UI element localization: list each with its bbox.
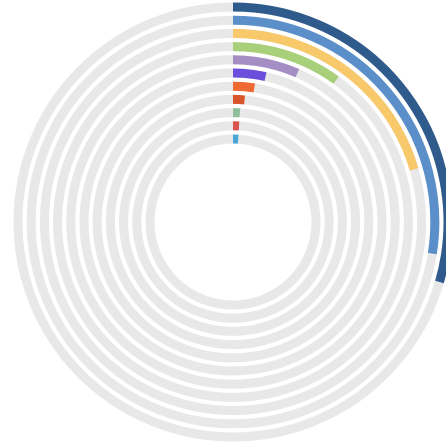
ring-track-6 xyxy=(79,68,387,376)
ring-track-10 xyxy=(132,121,334,323)
ring-track-9 xyxy=(119,108,347,336)
ring-bar-2 xyxy=(232,15,440,255)
ring-bar-6 xyxy=(232,68,267,81)
ring-track-11 xyxy=(145,134,321,310)
ring-track-5 xyxy=(66,55,400,389)
ring-bar-3 xyxy=(232,28,419,171)
ring-bar-5 xyxy=(232,55,300,78)
ring-bar-8 xyxy=(232,94,245,105)
ring-bar-4 xyxy=(232,42,339,84)
ring-bar-7 xyxy=(232,81,255,93)
ring-track-3 xyxy=(39,28,427,416)
ring-bar-1 xyxy=(232,2,446,284)
bar-group xyxy=(232,2,446,284)
